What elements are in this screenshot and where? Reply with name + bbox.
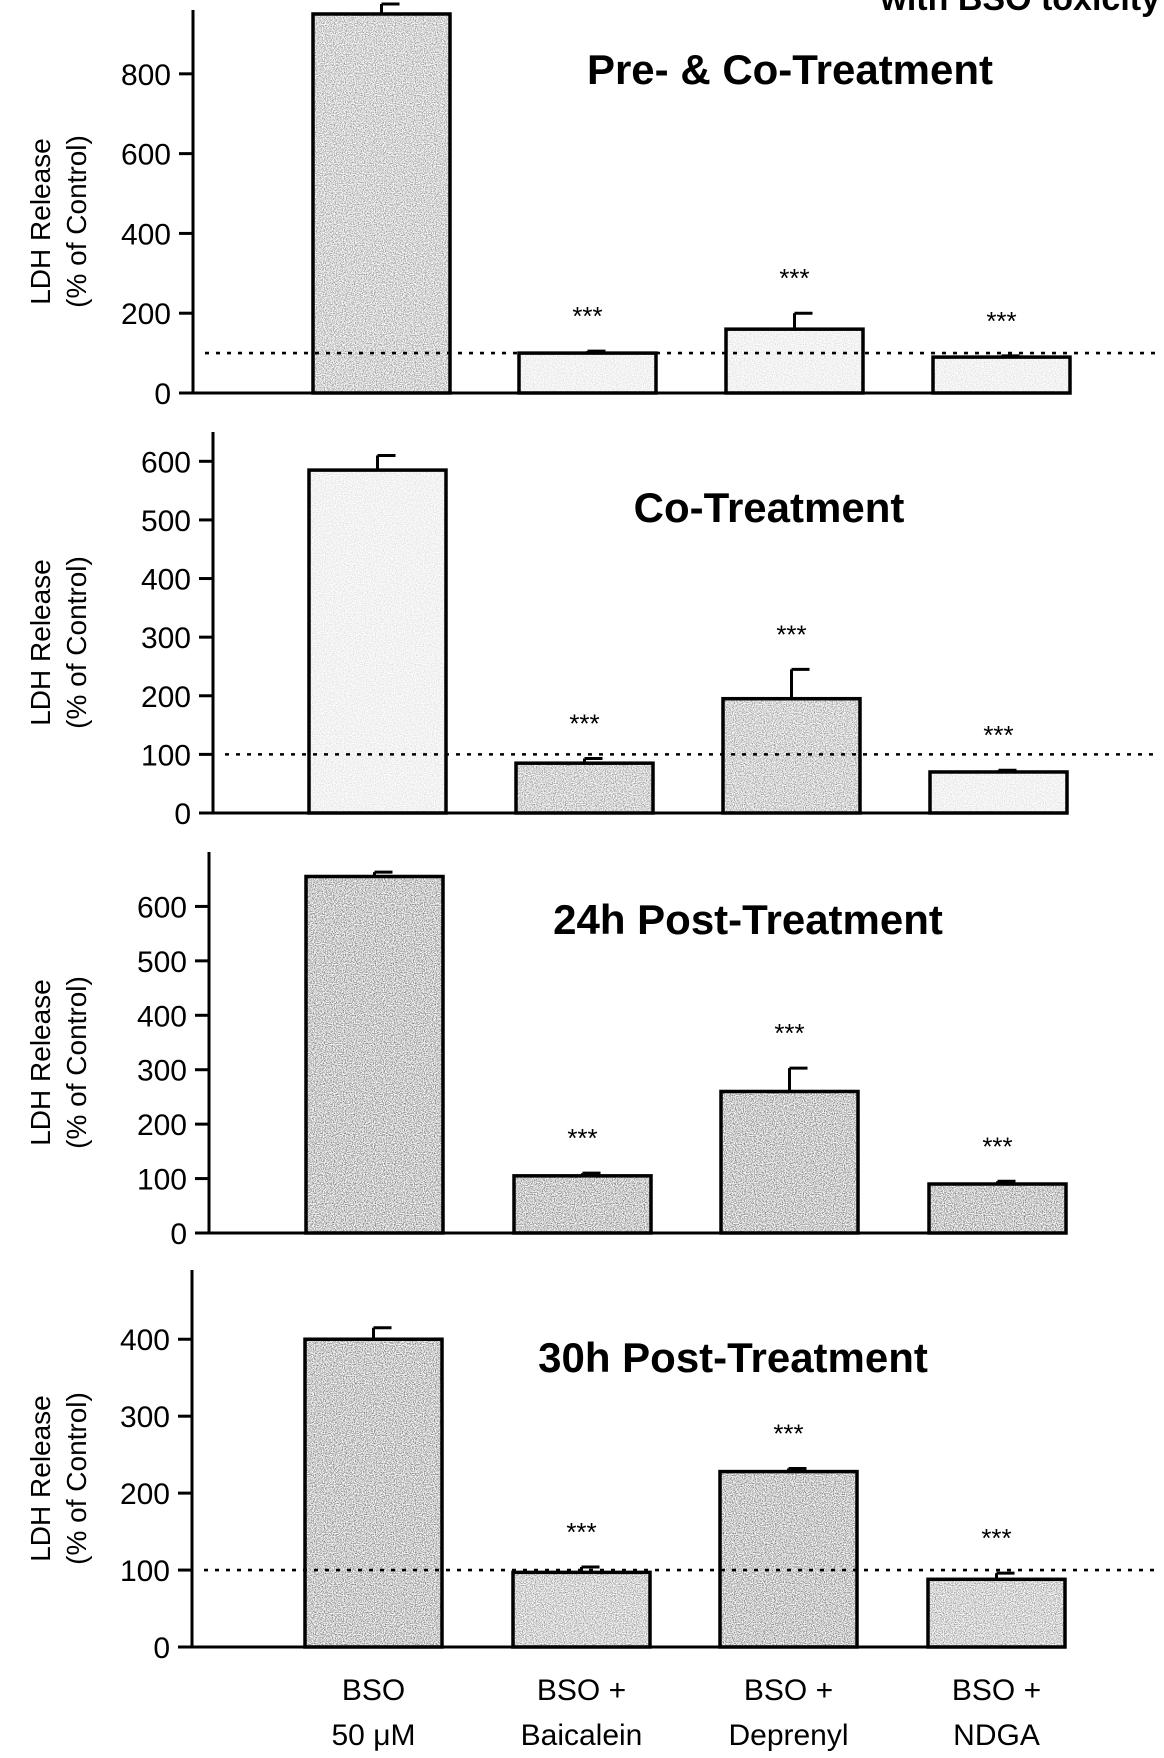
bar-fill xyxy=(929,1184,1066,1233)
y-tick-label: 200 xyxy=(141,681,191,714)
significance-label: *** xyxy=(983,720,1013,750)
category-label: BSO + Deprenyl xyxy=(728,1674,848,1752)
y-tick-label: 600 xyxy=(141,446,191,479)
y-tick-label: 200 xyxy=(120,1478,170,1511)
y-tick-label: 200 xyxy=(121,298,171,331)
bar-fill xyxy=(720,1471,857,1647)
panel-2: 0 100 200 300 400 500 600 LDH Release (% of Cont… xyxy=(25,432,1160,831)
category-label: BSO + Baicalein xyxy=(521,1674,643,1752)
figure-header: with BSO toxicity xyxy=(879,0,1160,18)
y-tick-label: 600 xyxy=(137,891,187,924)
y-tick-label: 300 xyxy=(141,622,191,655)
y-axis-label: LDH Release (% of Control) xyxy=(25,1392,92,1565)
significance-label: *** xyxy=(567,1123,597,1153)
y-tick-label: 300 xyxy=(120,1401,170,1434)
bar-fill xyxy=(313,13,450,393)
bar-fill xyxy=(726,329,863,393)
y-tick-label: 400 xyxy=(121,218,171,251)
y-tick-label: 0 xyxy=(174,798,191,831)
significance-label: *** xyxy=(981,1523,1011,1553)
y-axis-label: LDH Release (% of Control) xyxy=(25,135,92,308)
bar-fill xyxy=(514,1175,651,1233)
bar-fill xyxy=(721,1091,858,1233)
significance-label: *** xyxy=(779,263,809,293)
bar-fill xyxy=(519,353,656,393)
y-tick-label: 800 xyxy=(121,59,171,92)
bar-fill xyxy=(928,1579,1065,1647)
panel-title: Pre- & Co-Treatment xyxy=(587,46,993,93)
y-tick-label: 500 xyxy=(137,946,187,979)
y-tick-label: 600 xyxy=(121,139,171,172)
panels: 0 200 400 600 800 LDH Release (% of Control) Pr… xyxy=(25,2,1160,1665)
panel-4: 0 100 200 300 400 LDH Release (% of Control) 30… xyxy=(25,1270,1160,1665)
bar-fill xyxy=(306,876,443,1233)
bar-fill xyxy=(309,470,446,813)
y-tick-label: 100 xyxy=(137,1164,187,1197)
significance-label: *** xyxy=(774,1018,804,1048)
bar-fill xyxy=(723,698,860,813)
y-tick-label: 100 xyxy=(120,1555,170,1588)
y-axis-label: LDH Release (% of Control) xyxy=(25,556,92,729)
y-tick-label: 0 xyxy=(154,378,171,411)
bar-fill xyxy=(930,771,1067,813)
panel-title: 30h Post-Treatment xyxy=(538,1334,928,1381)
category-label: BSO + NDGA xyxy=(952,1674,1041,1752)
significance-label: *** xyxy=(572,301,602,331)
significance-label: *** xyxy=(776,619,806,649)
bar-fill xyxy=(305,1339,442,1647)
y-tick-label: 400 xyxy=(141,564,191,597)
panel-1: 0 200 400 600 800 LDH Release (% of Control) Pr… xyxy=(25,2,1160,411)
y-tick-label: 300 xyxy=(137,1055,187,1088)
significance-label: *** xyxy=(566,1517,596,1547)
significance-label: *** xyxy=(569,708,599,738)
y-tick-label: 500 xyxy=(141,505,191,538)
y-tick-label: 200 xyxy=(137,1109,187,1142)
significance-label: *** xyxy=(773,1419,803,1449)
y-tick-label: 0 xyxy=(153,1632,170,1665)
category-labels: BSO 50 μM BSO + Baicalein BSO + Deprenyl BSO +… xyxy=(332,1674,1042,1752)
significance-label: *** xyxy=(982,1131,1012,1161)
panel-title: 24h Post-Treatment xyxy=(553,896,943,943)
y-tick-label: 400 xyxy=(120,1324,170,1357)
y-tick-label: 100 xyxy=(141,739,191,772)
significance-label: *** xyxy=(986,306,1016,336)
y-tick-label: 0 xyxy=(170,1218,187,1251)
y-axis-label: LDH Release (% of Control) xyxy=(25,976,92,1149)
category-label: BSO 50 μM xyxy=(332,1674,416,1752)
bar-fill xyxy=(516,763,653,813)
bar-fill xyxy=(513,1572,650,1647)
y-tick-label: 400 xyxy=(137,1000,187,1033)
bar-fill xyxy=(933,357,1070,393)
panel-title: Co-Treatment xyxy=(634,484,905,531)
panel-3: 0 100 200 300 400 500 600 LDH Release (% of Cont… xyxy=(25,852,1068,1251)
